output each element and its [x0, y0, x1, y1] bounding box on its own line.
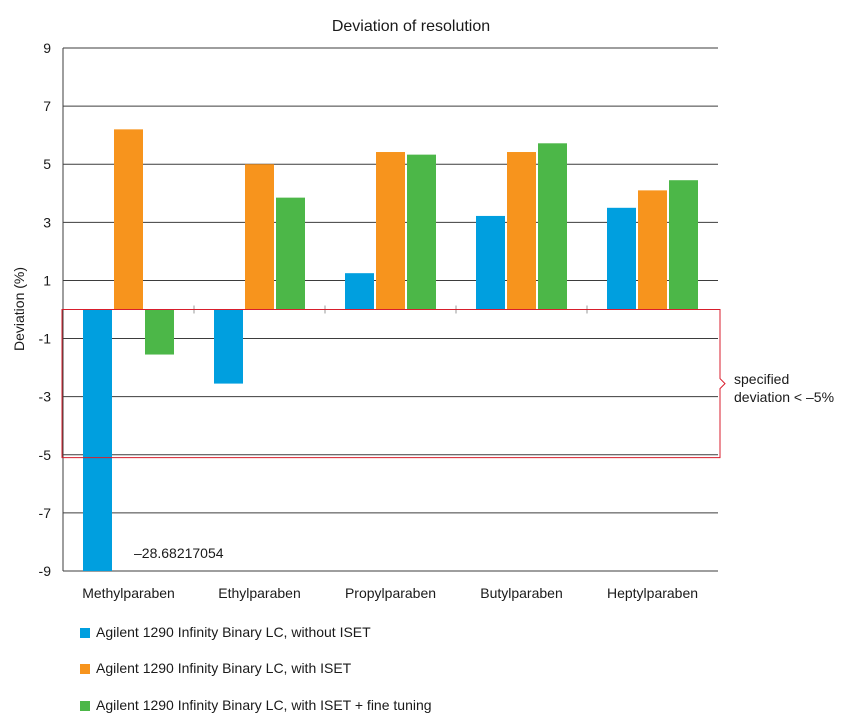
legend-label: Agilent 1290 Infinity Binary LC, without…: [96, 624, 371, 640]
bar: [638, 190, 667, 310]
x-tick-label: Propylparaben: [345, 585, 436, 601]
legend-swatch: [80, 701, 90, 711]
bar: [276, 197, 305, 310]
chart-title: Deviation of resolution: [332, 18, 490, 35]
y-tick-label: -1: [39, 331, 52, 347]
legend-swatch: [80, 664, 90, 674]
specified-deviation-box: [61, 309, 726, 459]
bar: [607, 207, 636, 310]
bar: [669, 180, 698, 310]
x-tick-label: Heptylparaben: [607, 585, 698, 601]
legend-swatch: [80, 628, 90, 638]
y-tick-label: -9: [39, 563, 52, 579]
bar: [245, 164, 274, 310]
legend-label: Agilent 1290 Infinity Binary LC, with IS…: [96, 697, 432, 713]
legend-label: Agilent 1290 Infinity Binary LC, with IS…: [96, 660, 352, 676]
bar: [476, 215, 505, 310]
bar: [214, 309, 243, 384]
y-tick-label: -7: [39, 505, 52, 521]
y-axis-label: Deviation (%): [11, 267, 27, 351]
specified-deviation-label: specified deviation < –5%: [734, 370, 834, 406]
bar: [345, 273, 374, 310]
bar: [145, 309, 174, 355]
bar-value-label: –28.68217054: [134, 545, 224, 561]
y-tick-label: 3: [43, 214, 51, 230]
y-tick-label: 9: [43, 40, 51, 56]
x-tick-label: Butylparaben: [480, 585, 563, 601]
x-axis: Methylparaben Ethylparaben Propylparaben Bu…: [82, 305, 698, 601]
x-tick-label: Methylparaben: [82, 585, 175, 601]
bar: [376, 152, 405, 310]
specified-deviation-line-1: specified: [734, 371, 790, 387]
y-tick-label: 5: [43, 156, 51, 172]
y-axis: 9 7 5 3 1 -1 -3 -5 -7 -9: [39, 40, 52, 579]
bars: [83, 129, 698, 571]
y-tick-label: 1: [43, 272, 51, 288]
bar: [538, 143, 567, 310]
legend-item-with-iset: Agilent 1290 Infinity Binary LC, with IS…: [80, 660, 351, 676]
bar: [114, 129, 143, 310]
bar: [83, 309, 112, 571]
y-tick-label: -3: [39, 389, 52, 405]
y-tick-label: -5: [39, 447, 52, 463]
x-tick-label: Ethylparaben: [218, 585, 301, 601]
y-tick-label: 7: [43, 98, 51, 114]
specified-deviation-line-2: deviation < –5%: [734, 389, 835, 405]
bar: [407, 154, 436, 310]
legend-item-without-iset: Agilent 1290 Infinity Binary LC, without…: [80, 624, 371, 640]
legend-item-with-iset-fine-tuning: Agilent 1290 Infinity Binary LC, with IS…: [80, 697, 432, 713]
bar: [507, 152, 536, 310]
